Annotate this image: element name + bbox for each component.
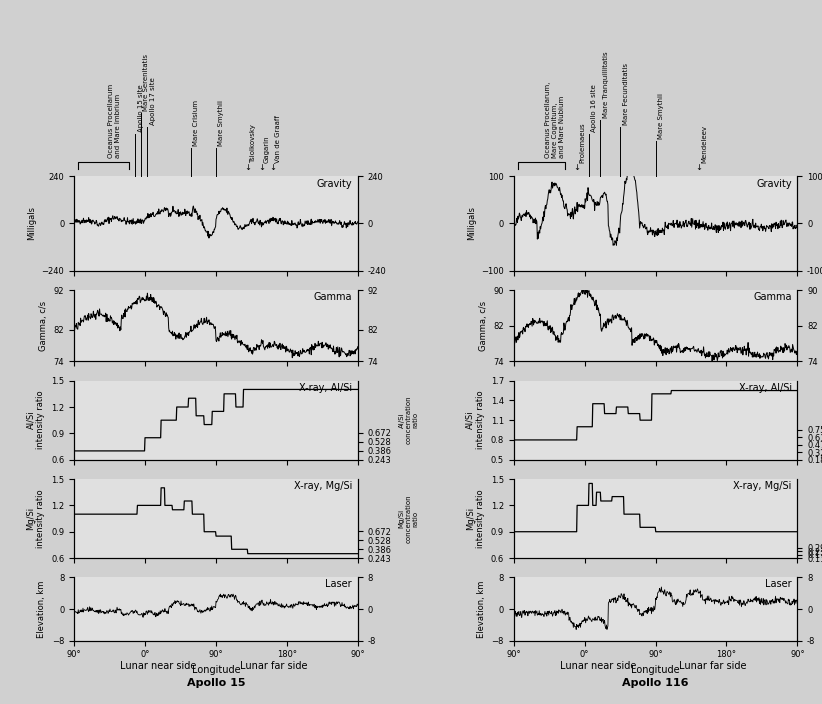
Text: ↓: ↓: [244, 163, 251, 172]
Text: Apollo 17 site: Apollo 17 site: [150, 77, 155, 125]
Text: Gravity: Gravity: [316, 179, 352, 189]
Text: Laser: Laser: [765, 579, 792, 589]
Text: Lunar near side: Lunar near side: [120, 661, 196, 671]
Y-axis label: Elevation, km: Elevation, km: [37, 580, 46, 638]
Y-axis label: Al/Si
intensity ratio: Al/Si intensity ratio: [26, 391, 45, 449]
Text: Mare Fecunditatis: Mare Fecunditatis: [622, 63, 629, 125]
Text: Lunar near side: Lunar near side: [560, 661, 636, 671]
Text: Gravity: Gravity: [756, 179, 792, 189]
Text: Tsiolkovsky: Tsiolkovsky: [250, 125, 256, 163]
X-axis label: Longitude: Longitude: [192, 665, 240, 675]
Text: X-ray, Al/Si: X-ray, Al/Si: [738, 383, 792, 393]
Text: Lunar far side: Lunar far side: [239, 661, 307, 671]
Text: Oceanus Procellarum,
Mare Cognitum,
and Mare Nubium: Oceanus Procellarum, Mare Cognitum, and …: [545, 82, 566, 158]
Text: Apollo 16 site: Apollo 16 site: [591, 84, 597, 132]
Text: X-ray, Al/Si: X-ray, Al/Si: [299, 383, 352, 393]
Y-axis label: Al/Si
intensity ratio: Al/Si intensity ratio: [466, 391, 485, 449]
X-axis label: Longitude: Longitude: [631, 665, 680, 675]
Text: Mare Crisium: Mare Crisium: [193, 101, 199, 146]
Text: Gamma: Gamma: [753, 292, 792, 302]
Text: Apollo 116: Apollo 116: [622, 679, 689, 689]
Y-axis label: Elevation, km: Elevation, km: [477, 580, 486, 638]
Text: ↓: ↓: [269, 163, 276, 172]
Text: Apollo 15: Apollo 15: [187, 679, 245, 689]
Text: Mare Tranquillitatis: Mare Tranquillitatis: [603, 51, 609, 118]
Text: Lunar far side: Lunar far side: [679, 661, 747, 671]
Text: ↓: ↓: [573, 163, 580, 172]
Y-axis label: Mg/Si
intensity ratio: Mg/Si intensity ratio: [26, 489, 45, 548]
Text: X-ray, Mg/Si: X-ray, Mg/Si: [293, 482, 352, 491]
Text: Oceanus Procellarum
and Mare Imbrium: Oceanus Procellarum and Mare Imbrium: [108, 84, 121, 158]
Text: Mare Smythii: Mare Smythii: [219, 101, 224, 146]
Text: Gamma: Gamma: [313, 292, 352, 302]
Text: Prolemaeus: Prolemaeus: [580, 122, 585, 163]
Y-axis label: Milligals: Milligals: [27, 206, 36, 240]
Text: Mendeleev: Mendeleev: [701, 125, 707, 163]
Y-axis label: Mg/Si
intensity ratio: Mg/Si intensity ratio: [466, 489, 485, 548]
Y-axis label: Milligals: Milligals: [467, 206, 476, 240]
Y-axis label: Gamma, c/s: Gamma, c/s: [39, 301, 48, 351]
Text: X-ray, Mg/Si: X-ray, Mg/Si: [733, 482, 792, 491]
Text: ↓: ↓: [258, 163, 265, 172]
Text: Van de Graaff: Van de Graaff: [275, 115, 281, 163]
Text: Al/Si
concentration
ratio: Al/Si concentration ratio: [399, 396, 418, 444]
Text: Apollo 15 site: Apollo 15 site: [138, 84, 144, 132]
Y-axis label: Gamma, c/s: Gamma, c/s: [478, 301, 487, 351]
Text: Mare Smythii: Mare Smythii: [658, 94, 664, 139]
Text: Mare Serenitatis: Mare Serenitatis: [143, 54, 150, 111]
Text: Mg/Si
concentration
ratio: Mg/Si concentration ratio: [399, 494, 418, 543]
Text: Laser: Laser: [326, 579, 352, 589]
Text: ↓: ↓: [695, 163, 702, 172]
Text: Gagarin: Gagarin: [264, 136, 270, 163]
